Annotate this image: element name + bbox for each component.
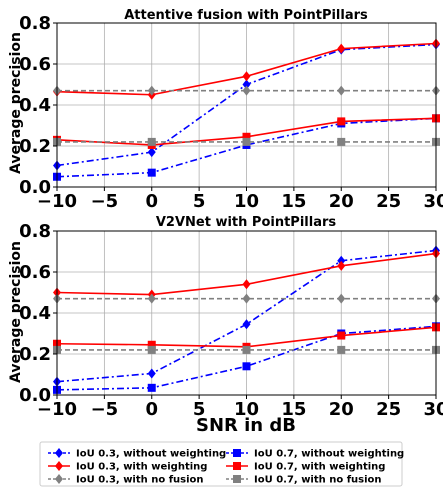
y-tick-label: 0.0 <box>19 177 51 198</box>
tick-labels: −10 −5 0 5 10 15 20 25 30 0.0 0.2 0.4 0.6 0.8 <box>19 221 443 420</box>
series <box>53 137 440 146</box>
x-tick-label: 10 <box>234 191 259 212</box>
y-tick-label: 0.0 <box>19 385 51 406</box>
data-point <box>147 293 156 304</box>
x-tick-label: −5 <box>91 191 119 212</box>
legend: IoU 0.3, without weighting IoU 0.7, witho… <box>39 441 404 487</box>
legend-marker <box>55 461 63 471</box>
data-point <box>242 345 251 354</box>
data-point <box>337 85 346 96</box>
data-point <box>337 345 346 354</box>
x-tick-label: 25 <box>376 191 401 212</box>
legend-item: IoU 0.3, with weighting <box>48 461 207 473</box>
series <box>53 293 440 304</box>
y-tick-label: 0.4 <box>19 303 51 324</box>
x-tick-label: 15 <box>281 191 306 212</box>
grid <box>56 230 437 396</box>
data-point <box>242 319 251 330</box>
series <box>53 248 440 300</box>
legend-marker <box>55 474 63 484</box>
data-point <box>147 137 156 146</box>
legend-label: IoU 0.7, with no fusion <box>254 475 382 486</box>
legend-item: IoU 0.3, with no fusion <box>48 474 204 486</box>
data-point <box>147 168 156 177</box>
attentive-fusion-chart: Attentive fusion with PointPillars Avera… <box>8 8 443 212</box>
data-point <box>242 71 251 82</box>
data-point <box>242 362 251 371</box>
x-tick-label: 20 <box>329 191 354 212</box>
data-point <box>337 331 346 340</box>
data-point <box>337 137 346 146</box>
y-axis-label: Average precision <box>8 241 24 383</box>
legend-label: IoU 0.3, with weighting <box>76 462 207 473</box>
legend-label: IoU 0.7, without weighting <box>254 449 404 460</box>
legend-box <box>39 441 403 487</box>
y-tick-label: 0.4 <box>19 95 51 116</box>
v2vnet-chart: V2VNet with PointPillars Average precisi… <box>8 215 443 436</box>
data-point <box>147 383 156 392</box>
y-tick-label: 0.8 <box>19 13 51 34</box>
data-point <box>337 260 346 271</box>
legend-item: IoU 0.7, without weighting <box>226 449 404 460</box>
data-point <box>337 117 346 126</box>
chart-title: V2VNet with PointPillars <box>156 215 337 230</box>
legend-item: IoU 0.7, with no fusion <box>226 475 382 486</box>
data-point <box>242 279 251 290</box>
x-tick-label: 30 <box>423 191 443 212</box>
x-tick-label: 0 <box>145 191 158 212</box>
y-axis-label: Average precision <box>8 32 24 174</box>
data-point <box>337 255 346 266</box>
series-line <box>56 117 437 178</box>
plot-frame <box>56 22 437 188</box>
x-tick-label: 0 <box>145 399 158 420</box>
data-point <box>147 85 156 96</box>
legend-marker <box>233 475 241 483</box>
y-tick-label: 0.2 <box>19 344 51 365</box>
data-point <box>337 293 346 304</box>
series <box>53 245 440 387</box>
x-tick-label: 15 <box>281 399 306 420</box>
x-tick-label: −10 <box>37 191 77 212</box>
x-tick-label: −5 <box>91 399 119 420</box>
data-point <box>242 79 251 90</box>
legend-item: IoU 0.7, with weighting <box>226 462 385 473</box>
data-point <box>337 43 346 54</box>
legend-marker <box>233 462 241 470</box>
y-tick-label: 0.6 <box>19 54 51 75</box>
x-tick-label: 25 <box>376 399 401 420</box>
x-tick-label: 30 <box>423 399 443 420</box>
data-point <box>147 340 156 349</box>
plot-frame <box>56 230 437 396</box>
y-tick-label: 0.6 <box>19 262 51 283</box>
series <box>53 345 440 354</box>
chart-title: Attentive fusion with PointPillars <box>124 8 368 23</box>
data-point <box>242 137 251 146</box>
legend-item: IoU 0.3, without weighting <box>48 448 226 460</box>
data-point <box>242 293 251 304</box>
x-tick-label: −10 <box>37 399 77 420</box>
legend-label: IoU 0.3, with no fusion <box>76 475 204 486</box>
data-point <box>147 147 156 158</box>
data-point <box>242 132 251 141</box>
tick-labels: −10 −5 0 5 10 15 20 25 30 0.0 0.2 0.4 0.6 0.8 <box>19 13 443 212</box>
data-point <box>147 345 156 354</box>
legend-marker <box>55 448 63 458</box>
data-point <box>242 85 251 96</box>
y-tick-label: 0.2 <box>19 136 51 157</box>
series-layer <box>53 38 440 181</box>
y-tick-label: 0.8 <box>19 221 51 242</box>
x-tick-label: 5 <box>193 191 206 212</box>
data-point <box>147 368 156 379</box>
x-tick-label: 10 <box>234 399 259 420</box>
legend-label: IoU 0.3, without weighting <box>76 449 226 460</box>
x-tick-label: 5 <box>193 399 206 420</box>
x-axis-label: SNR in dB <box>196 415 296 436</box>
x-tick-label: 20 <box>329 399 354 420</box>
legend-label: IoU 0.7, with weighting <box>254 462 385 473</box>
legend-marker <box>233 449 241 457</box>
